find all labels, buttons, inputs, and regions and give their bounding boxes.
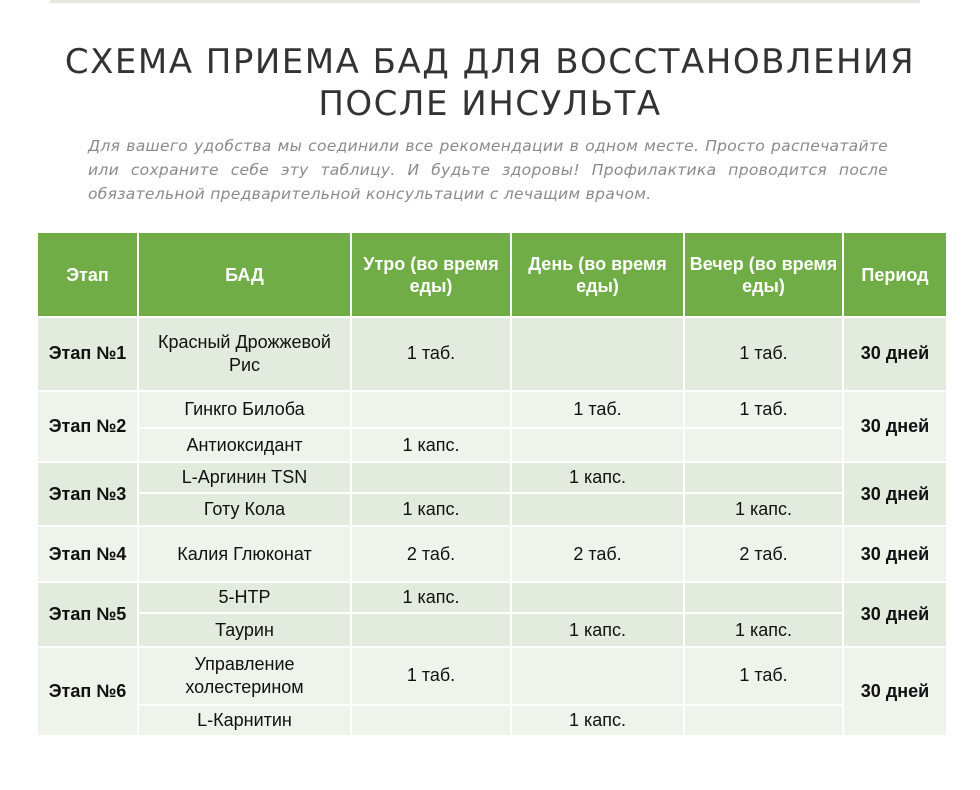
stage-cell: Этап №1: [38, 318, 139, 392]
evening-dose: [685, 462, 844, 495]
table-row: Этап №3 L-Аргинин TSN 1 капс. 30 дней: [38, 462, 948, 528]
table-body: Этап №1 Красный Дрожжевой Рис 1 таб. 1 таб.…: [38, 318, 948, 737]
supplement-name: Калия Глюконат: [139, 527, 352, 584]
morning-dose: 1 капс.: [352, 494, 512, 528]
header-supplement: БАД: [139, 233, 352, 318]
period-cell: 30 дней: [844, 583, 948, 648]
morning-dose: 1 таб.: [352, 647, 512, 706]
morning-dose: [352, 391, 512, 430]
table-row: Готу Кола 1 капс. 1 капс.: [38, 494, 948, 528]
table-row: Этап №5 5-HTP 1 капс. 30 дней: [38, 583, 948, 648]
table-row: Этап №6 Управление холестерином 1 таб. 1 та…: [38, 647, 948, 737]
page-title: СХЕМА ПРИЕМА БАД ДЛЯ ВОССТАНОВЛЕНИЯ ПОСЛ…: [0, 41, 980, 125]
table-row: Таурин 1 капс. 1 капс.: [38, 614, 948, 648]
supplement-schedule-table: Этап БАД Утро (во время еды) День (во вр…: [38, 233, 948, 737]
day-dose: [512, 494, 685, 528]
evening-dose: 1 капс.: [685, 614, 844, 648]
morning-dose: [352, 614, 512, 648]
table-row: Этап №2 Гинкго Билоба 1 таб. 1 таб. 30 дней: [38, 391, 948, 463]
stage-cell: Этап №2: [38, 391, 139, 463]
stage-cell: Этап №5: [38, 583, 139, 648]
day-dose: [512, 647, 685, 706]
period-cell: 30 дней: [844, 647, 948, 737]
stage-cell: Этап №4: [38, 527, 139, 584]
period-cell: 30 дней: [844, 391, 948, 463]
morning-dose: 2 таб.: [352, 527, 512, 584]
stage-cell: Этап №3: [38, 462, 139, 528]
supplement-name: Готу Кола: [139, 494, 352, 528]
header-stage: Этап: [38, 233, 139, 318]
evening-dose: [685, 583, 844, 615]
day-dose: 1 капс.: [512, 614, 685, 648]
header-morning: Утро (во время еды): [352, 233, 512, 318]
top-divider: [50, 0, 920, 3]
morning-dose: 1 капс.: [352, 583, 512, 615]
evening-dose: 1 таб.: [685, 391, 844, 430]
period-cell: 30 дней: [844, 462, 948, 528]
period-cell: 30 дней: [844, 318, 948, 392]
morning-dose: 1 таб.: [352, 318, 512, 392]
table-row: Этап №4 Калия Глюконат 2 таб. 2 таб. 2 таб. 3…: [38, 527, 948, 584]
table-row: L-Карнитин 1 капс.: [38, 705, 948, 737]
intro-text: Для вашего удобства мы соединили все рек…: [88, 136, 888, 203]
supplement-name: Гинкго Билоба: [139, 391, 352, 430]
day-dose: 1 капс.: [512, 462, 685, 495]
header-evening: Вечер (во время еды): [685, 233, 844, 318]
day-dose: 1 таб.: [512, 391, 685, 430]
supplement-name: L-Карнитин: [139, 705, 352, 737]
supplement-name: Антиоксидант: [139, 429, 352, 463]
table-row: Антиоксидант 1 капс.: [38, 429, 948, 463]
supplement-name: Управление холестерином: [139, 647, 352, 706]
evening-dose: 2 таб.: [685, 527, 844, 584]
stage-cell: Этап №6: [38, 647, 139, 737]
day-dose: [512, 583, 685, 615]
day-dose: 2 таб.: [512, 527, 685, 584]
evening-dose: [685, 429, 844, 463]
evening-dose: 1 капс.: [685, 494, 844, 528]
period-cell: 30 дней: [844, 527, 948, 584]
page-title-line-1: СХЕМА ПРИЕМА БАД ДЛЯ ВОССТАНОВЛЕНИЯ: [64, 41, 916, 82]
supplement-name: Красный Дрожжевой Рис: [139, 318, 352, 392]
evening-dose: 1 таб.: [685, 647, 844, 706]
header-period: Период: [844, 233, 948, 318]
day-dose: 1 капс.: [512, 705, 685, 737]
evening-dose: [685, 705, 844, 737]
supplement-name: L-Аргинин TSN: [139, 462, 352, 495]
header-day: День (во время еды): [512, 233, 685, 318]
morning-dose: 1 капс.: [352, 429, 512, 463]
supplement-name: 5-HTP: [139, 583, 352, 615]
day-dose: [512, 429, 685, 463]
table-row: Этап №1 Красный Дрожжевой Рис 1 таб. 1 таб.…: [38, 318, 948, 392]
table-header-row: Этап БАД Утро (во время еды) День (во вр…: [38, 233, 948, 318]
evening-dose: 1 таб.: [685, 318, 844, 392]
morning-dose: [352, 705, 512, 737]
morning-dose: [352, 462, 512, 495]
day-dose: [512, 318, 685, 392]
page-title-line-2: ПОСЛЕ ИНСУЛЬТА: [318, 83, 662, 124]
supplement-name: Таурин: [139, 614, 352, 648]
